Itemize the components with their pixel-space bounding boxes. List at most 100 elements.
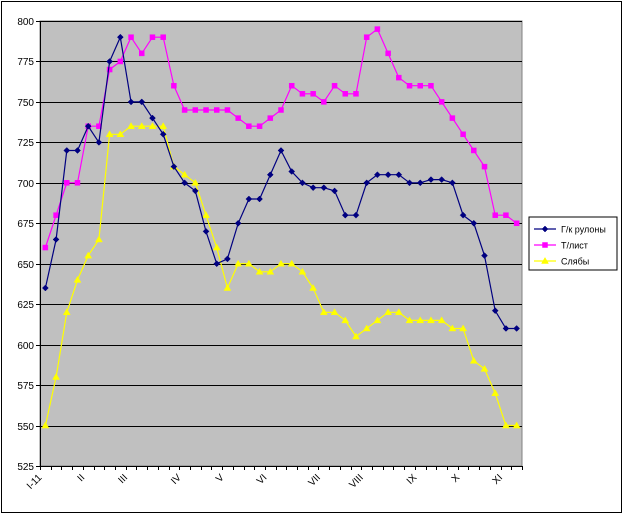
y-tick-label: 625 [17,300,34,311]
data-point [266,267,275,275]
y-tick-label: 725 [17,138,34,149]
data-point [502,325,510,332]
data-point [513,220,520,227]
data-point [320,184,328,192]
data-point [223,284,232,291]
data-point [42,284,49,292]
data-point [352,332,360,340]
data-point [234,259,243,267]
legend-label: Г/к рулоны [561,225,606,235]
data-point [74,180,81,186]
data-point [395,171,403,179]
data-point [480,364,489,372]
data-point [287,259,296,267]
data-point [341,316,350,324]
data-point [449,179,456,187]
data-point [319,308,328,316]
data-point [330,308,339,316]
data-point [192,107,199,113]
data-point [362,324,371,332]
data-point [470,219,478,227]
data-point [212,243,221,251]
data-point [342,91,349,97]
data-point [471,147,477,154]
data-point [492,212,498,218]
data-point [127,98,135,106]
data-point [244,259,253,267]
data-point [406,179,413,187]
data-point [42,244,49,251]
series-group [41,26,521,429]
data-point [116,33,124,41]
y-tick-label: 600 [17,341,34,352]
data-point [427,176,435,183]
y-tick-label: 575 [17,381,34,392]
data-point [116,130,125,138]
data-point [416,316,425,324]
data-point [341,211,349,219]
data-point [384,308,393,316]
data-point [181,179,188,187]
data-point [95,139,103,146]
data-point [363,179,371,187]
data-point [191,178,200,186]
y-tick-label: 525 [17,462,34,473]
data-point [277,147,285,154]
data-point [374,26,381,32]
data-point [224,255,231,263]
data-point [202,211,210,218]
data-point [137,122,146,129]
data-point [331,82,338,89]
data-point [541,257,549,264]
data-point [128,34,134,40]
data-point [64,180,70,186]
data-point [256,195,263,203]
x-tick-label: II [76,472,88,484]
data-point [191,187,199,195]
data-point [396,74,402,81]
data-point [298,267,307,275]
data-point [417,82,423,89]
y-tick-label: 750 [17,98,34,109]
data-point [481,163,488,170]
data-point [213,107,220,113]
data-point [213,260,221,268]
data-point [170,163,178,170]
plot-area [39,20,523,467]
data-point [224,107,231,113]
data-point [299,91,306,97]
data-point [449,115,456,121]
data-point [62,308,71,316]
data-point [267,115,274,121]
data-point [255,267,264,275]
data-point [53,212,59,218]
data-point [491,307,499,315]
data-point [374,171,381,179]
data-point [63,147,71,154]
data-point [180,170,189,178]
data-point [501,421,510,429]
data-point [405,316,414,324]
legend-label: Слябы [561,257,589,267]
data-point [139,50,145,57]
data-point [171,82,177,89]
data-point [321,99,327,105]
data-point [373,316,382,324]
data-point [460,131,466,138]
data-point [438,99,445,105]
data-point [309,284,318,291]
data-point [459,211,467,219]
data-point [245,195,253,203]
data-point [503,212,509,218]
data-point [159,130,167,138]
data-point [235,115,241,121]
data-point [309,184,317,192]
y-tick-label: 550 [17,422,34,433]
data-point [278,107,284,113]
data-point [106,58,113,65]
data-point [277,259,285,267]
data-point [117,58,124,65]
data-point [127,122,135,129]
data-point [437,316,446,324]
axes: 525550575600625650675700725750775800I-11… [17,17,523,492]
